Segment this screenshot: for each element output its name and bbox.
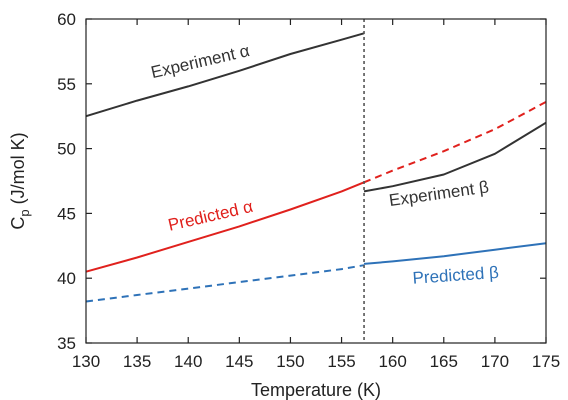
x-tick-label: 140 — [174, 352, 202, 371]
series-line-1 — [363, 121, 547, 193]
y-axis-title-rest: (J/mol K) — [8, 132, 28, 209]
x-tick-label: 165 — [430, 352, 458, 371]
tick-layer: 130 135 140 145 150 155 160 165 170 175 35 40 45 50 55… — [57, 10, 560, 371]
series-layer — [85, 32, 547, 303]
x-tick-label: 130 — [72, 352, 100, 371]
x-tick-label: 175 — [532, 352, 560, 371]
x-axis-title: Temperature (K) — [251, 380, 381, 400]
series-line-4 — [85, 264, 365, 303]
x-tick-label: 150 — [276, 352, 304, 371]
x-tick-label: 155 — [327, 352, 355, 371]
y-axis-title-subscript: p — [17, 209, 32, 216]
series-line-2 — [85, 181, 365, 273]
y-axis-title-main: C — [8, 217, 28, 230]
plot-frame — [85, 18, 547, 344]
series-annotation: Predicted β — [412, 263, 500, 288]
y-tick-label: 55 — [57, 75, 76, 94]
y-tick-label: 35 — [57, 334, 76, 353]
x-tick-label: 160 — [378, 352, 406, 371]
series-line-5 — [363, 242, 547, 265]
x-tick-label: 135 — [123, 352, 151, 371]
series-annotation: Predicted α — [166, 197, 255, 235]
series-annotation: Experiment α — [149, 41, 251, 82]
y-tick-label: 45 — [57, 204, 76, 223]
annotation-layer: Experiment α Predicted α Experiment β Predi… — [149, 41, 499, 288]
y-tick-label: 40 — [57, 269, 76, 288]
series-annotation: Experiment β — [388, 177, 490, 210]
y-axis-title: Cp (J/mol K) — [8, 132, 32, 229]
series-line-3 — [363, 101, 547, 184]
series-line-0 — [85, 32, 365, 118]
x-tick-label: 170 — [481, 352, 509, 371]
x-tick-label: 145 — [225, 352, 253, 371]
y-tick-label: 50 — [57, 140, 76, 159]
y-tick-label: 60 — [57, 10, 76, 29]
